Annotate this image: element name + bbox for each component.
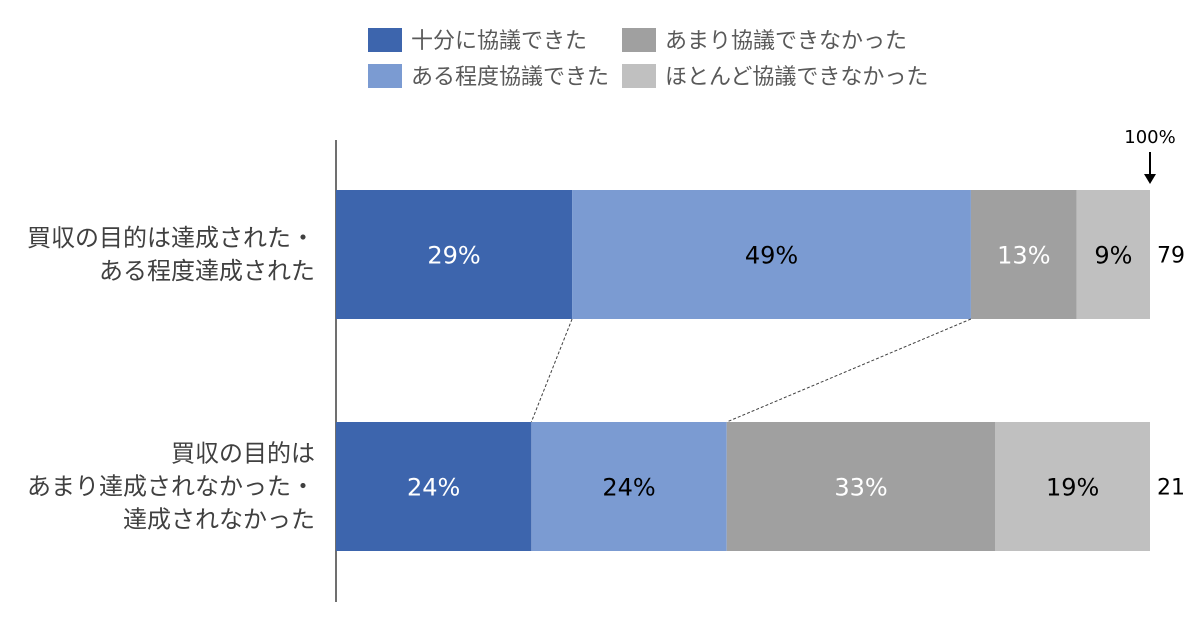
bar-segment-2-2	[531, 422, 727, 551]
legend-label-4: ほとんど協議できなかった	[665, 65, 928, 90]
bar-segment-2-1	[336, 422, 532, 551]
connector-line-1	[530, 318, 573, 423]
data-label-2-4: 19%	[1046, 474, 1099, 502]
reference-arrow-head	[1144, 174, 1156, 184]
bar-segment-2-4	[995, 422, 1150, 551]
bar-segment-1-1	[336, 190, 573, 319]
category-label-2: 買収の目的はあまり達成されなかった・達成されなかった	[27, 440, 315, 534]
legend-swatch-3	[622, 28, 656, 52]
data-label-2-3: 33%	[834, 474, 887, 502]
legend-swatch-1	[368, 28, 402, 52]
category-label-line: 達成されなかった	[123, 506, 315, 534]
category-label-line: 買収の目的は	[171, 440, 315, 468]
legend-label-3: あまり協議できなかった	[665, 29, 907, 54]
bar-segment-1-4	[1076, 190, 1150, 319]
data-label-2-1: 24%	[407, 474, 460, 502]
connector-line-2	[726, 318, 972, 423]
sample-size-2: 21	[1157, 476, 1185, 501]
data-label-1-2: 49%	[745, 242, 798, 270]
legend-swatch-2	[368, 64, 402, 88]
category-label-line: あまり達成されなかった・	[27, 473, 315, 501]
category-label-1: 買収の目的は達成された・ある程度達成された	[27, 224, 315, 285]
category-label-line: ある程度達成された	[99, 257, 315, 285]
data-label-1-3: 13%	[997, 242, 1050, 270]
sample-size-1: 79	[1157, 244, 1185, 269]
legend-swatch-4	[622, 64, 656, 88]
legend-label-2: ある程度協議できた	[411, 65, 609, 90]
bar-segment-2-3	[726, 422, 996, 551]
data-label-1-4: 9%	[1094, 242, 1132, 270]
legend-label-1: 十分に協議できた	[411, 29, 587, 54]
data-label-1-1: 29%	[427, 242, 480, 270]
data-label-2-2: 24%	[602, 474, 655, 502]
bar-segment-1-2	[572, 190, 971, 319]
bar-segment-1-3	[970, 190, 1077, 319]
category-label-line: 買収の目的は達成された・	[27, 224, 315, 252]
reference-100-label: 100%	[1124, 127, 1175, 148]
